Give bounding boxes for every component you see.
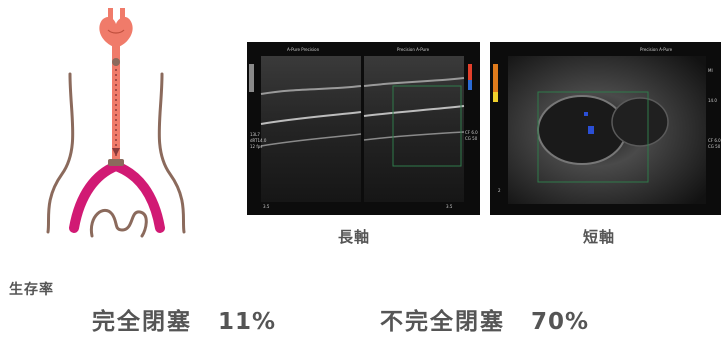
svg-text:2: 2 bbox=[498, 188, 501, 193]
caption-short-axis: 短軸 bbox=[583, 228, 616, 246]
svg-text:13L7: 13L7 bbox=[250, 132, 260, 137]
svg-text:Precision A-Pure: Precision A-Pure bbox=[397, 47, 430, 52]
stat-complete-value: 11% bbox=[218, 309, 277, 335]
svg-text:CG 50: CG 50 bbox=[465, 136, 478, 141]
svg-text:Precision A-Pure: Precision A-Pure bbox=[640, 47, 673, 52]
svg-text:3.5: 3.5 bbox=[263, 204, 270, 209]
svg-text:MI: MI bbox=[708, 68, 713, 73]
stat-incomplete-occlusion: 不完全閉塞 70% bbox=[380, 302, 589, 336]
svg-text:3.5: 3.5 bbox=[446, 204, 453, 209]
svg-text:A-Pure Precision: A-Pure Precision bbox=[287, 47, 320, 52]
anatomy-illustration bbox=[30, 4, 200, 239]
svg-text:CG 50: CG 50 bbox=[708, 144, 721, 149]
stat-incomplete-label: 不完全閉塞 bbox=[380, 309, 505, 335]
body-outline-right bbox=[157, 72, 186, 234]
svg-text:14.0: 14.0 bbox=[708, 98, 717, 103]
heart-icon bbox=[99, 8, 133, 48]
stat-complete-label: 完全閉塞 bbox=[92, 309, 192, 335]
stat-complete-occlusion: 完全閉塞 11% bbox=[92, 302, 276, 336]
ultrasound-long-axis-image: A-Pure Precision Precision A-Pure 13L7 d… bbox=[247, 42, 480, 215]
svg-text:CF 6.0: CF 6.0 bbox=[708, 138, 721, 143]
svg-text:12 fps: 12 fps bbox=[250, 144, 262, 149]
body-outline-left bbox=[46, 72, 75, 234]
intestine-outline bbox=[89, 208, 148, 238]
stat-incomplete-value: 70% bbox=[531, 309, 590, 335]
svg-text:CF 6.0: CF 6.0 bbox=[465, 130, 478, 135]
survival-rate-label: 生存率 bbox=[9, 282, 54, 298]
ultrasound-short-axis-image: Precision A-Pure MI 14.0 CF 6.0 CG 50 2 bbox=[490, 42, 721, 215]
svg-text:dRT14.0: dRT14.0 bbox=[250, 138, 267, 143]
caption-long-axis: 長軸 bbox=[338, 228, 371, 246]
